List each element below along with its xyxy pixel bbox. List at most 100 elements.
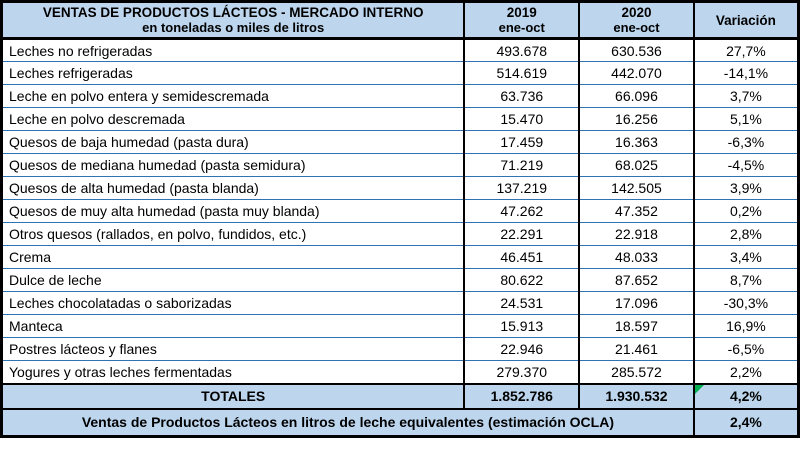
table-row: Leche en polvo entera y semidescremada 6… [1,84,799,108]
value-2020-cell: 21.461 [578,337,695,361]
product-cell: Leche en polvo descremada [1,107,465,131]
totals-2020: 1.930.532 [578,382,695,410]
value-2019-cell: 17.459 [463,130,580,154]
variacion-cell: -6,3% [692,130,799,154]
value-2020-cell: 47.352 [578,199,695,223]
totals-label: TOTALES [1,382,465,410]
table-row: Crema 46.451 48.033 3,4% [1,245,799,269]
col-variacion-label: Variación [715,12,776,28]
variacion-cell: -6,5% [692,337,799,361]
variacion-cell: 3,4% [692,245,799,269]
value-2019-cell: 80.622 [463,268,580,292]
value-2019-cell: 514.619 [463,61,580,85]
value-2019-cell: 22.946 [463,337,580,361]
header-row: VENTAS DE PRODUCTOS LÁCTEOS - MERCADO IN… [1,1,799,40]
product-cell: Dulce de leche [1,268,465,292]
totals-2019: 1.852.786 [463,382,580,410]
variacion-cell: 8,7% [692,268,799,292]
value-2019-cell: 63.736 [463,84,580,108]
table-row: Otros quesos (rallados, en polvo, fundid… [1,222,799,246]
table-row: Leches no refrigeradas 493.678 630.536 2… [1,38,799,62]
header-col-variacion: Variación [692,1,799,40]
excel-flag-icon [695,385,704,394]
variacion-cell: 0,2% [692,199,799,223]
product-cell: Leches refrigeradas [1,61,465,85]
variacion-cell: 16,9% [692,314,799,338]
product-cell: Quesos de alta humedad (pasta blanda) [1,176,465,200]
product-cell: Manteca [1,314,465,338]
table-row: Quesos de mediana humedad (pasta semidur… [1,153,799,177]
value-2019-cell: 46.451 [463,245,580,269]
product-cell: Postres lácteos y flanes [1,337,465,361]
variacion-cell: -14,1% [692,61,799,85]
value-2020-cell: 66.096 [578,84,695,108]
col-2019-year: 2019 [506,5,537,20]
value-2019-cell: 47.262 [463,199,580,223]
table-row: Quesos de baja humedad (pasta dura) 17.4… [1,130,799,154]
variacion-cell: 27,7% [692,38,799,62]
product-cell: Leche en polvo entera y semidescremada [1,84,465,108]
value-2019-cell: 279.370 [463,360,580,384]
value-2019-cell: 22.291 [463,222,580,246]
totals-row: TOTALES 1.852.786 1.930.532 4,2% [1,382,799,410]
table-body: Leches no refrigeradas 493.678 630.536 2… [1,38,799,384]
value-2019-cell: 493.678 [463,38,580,62]
table-row: Leches chocolatadas o saborizadas 24.531… [1,291,799,315]
table-summary: TOTALES 1.852.786 1.930.532 4,2% Ventas … [0,382,799,437]
value-2020-cell: 285.572 [578,360,695,384]
variacion-cell: -4,5% [692,153,799,177]
header-title-cell: VENTAS DE PRODUCTOS LÁCTEOS - MERCADO IN… [1,1,465,40]
col-2020-period: ene-oct [613,20,660,35]
value-2019-cell: 71.219 [463,153,580,177]
value-2020-cell: 22.918 [578,222,695,246]
product-cell: Leches no refrigeradas [1,38,465,62]
product-cell: Leches chocolatadas o saborizadas [1,291,465,315]
value-2019-cell: 137.219 [463,176,580,200]
table-subtitle: en toneladas o miles de litros [142,20,325,35]
table-row: Yogures y otras leches fermentadas 279.3… [1,360,799,384]
footer-row: Ventas de Productos Lácteos en litros de… [0,408,799,437]
product-cell: Yogures y otras leches fermentadas [1,360,465,384]
table-row: Quesos de alta humedad (pasta blanda) 13… [1,176,799,200]
table-row: Leche en polvo descremada 15.470 16.256 … [1,107,799,131]
dairy-sales-table: VENTAS DE PRODUCTOS LÁCTEOS - MERCADO IN… [0,0,800,438]
value-2020-cell: 68.025 [578,153,695,177]
product-cell: Quesos de baja humedad (pasta dura) [1,130,465,154]
value-2020-cell: 442.070 [578,61,695,85]
table-row: Dulce de leche 80.622 87.652 8,7% [1,268,799,292]
footer-label: Ventas de Productos Lácteos en litros de… [0,408,695,437]
value-2020-cell: 16.363 [578,130,695,154]
header-col-2019: 2019 ene-oct [463,1,580,40]
value-2020-cell: 630.536 [578,38,695,62]
table-row: Postres lácteos y flanes 22.946 21.461 -… [1,337,799,361]
product-cell: Crema [1,245,465,269]
footer-variacion: 2,4% [692,408,799,437]
totals-variacion-value: 4,2% [729,388,762,404]
variacion-cell: 3,9% [692,176,799,200]
value-2020-cell: 142.505 [578,176,695,200]
col-2019-period: ene-oct [498,20,545,35]
product-cell: Quesos de muy alta humedad (pasta muy bl… [1,199,465,223]
table-row: Quesos de muy alta humedad (pasta muy bl… [1,199,799,223]
value-2020-cell: 48.033 [578,245,695,269]
value-2019-cell: 15.913 [463,314,580,338]
product-cell: Quesos de mediana humedad (pasta semidur… [1,153,465,177]
col-2020-year: 2020 [621,5,652,20]
header-col-2020: 2020 ene-oct [578,1,695,40]
value-2020-cell: 16.256 [578,107,695,131]
value-2020-cell: 87.652 [578,268,695,292]
table-row: Leches refrigeradas 514.619 442.070 -14,… [1,61,799,85]
totals-variacion: 4,2% [692,382,799,410]
variacion-cell: 2,2% [692,360,799,384]
variacion-cell: -30,3% [692,291,799,315]
value-2020-cell: 18.597 [578,314,695,338]
value-2020-cell: 17.096 [578,291,695,315]
table-title: VENTAS DE PRODUCTOS LÁCTEOS - MERCADO IN… [42,5,424,20]
product-cell: Otros quesos (rallados, en polvo, fundid… [1,222,465,246]
variacion-cell: 5,1% [692,107,799,131]
value-2019-cell: 15.470 [463,107,580,131]
value-2019-cell: 24.531 [463,291,580,315]
variacion-cell: 2,8% [692,222,799,246]
table-row: Manteca 15.913 18.597 16,9% [1,314,799,338]
table-header: VENTAS DE PRODUCTOS LÁCTEOS - MERCADO IN… [1,1,799,40]
